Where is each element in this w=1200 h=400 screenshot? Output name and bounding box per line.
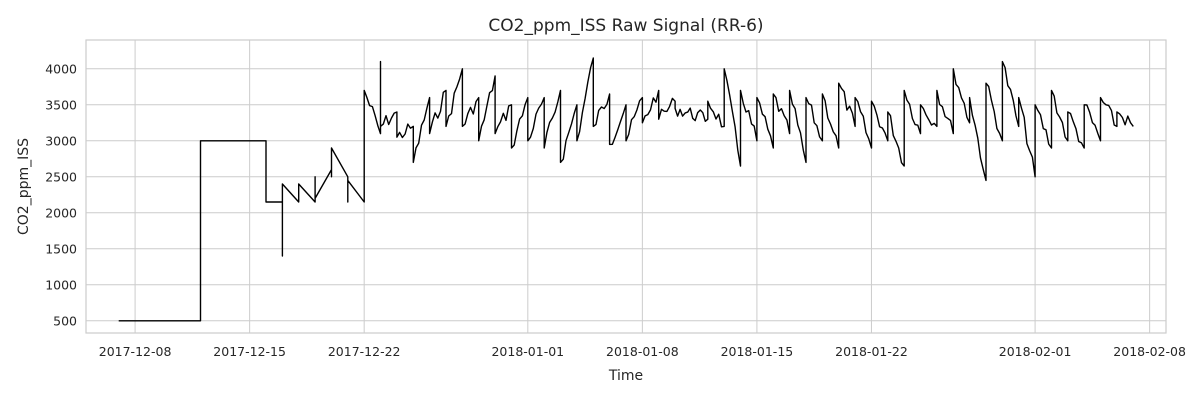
x-tick-label: 2018-01-15 bbox=[721, 344, 794, 359]
x-tick-label: 2018-01-01 bbox=[491, 344, 564, 359]
y-tick-label: 3000 bbox=[45, 133, 77, 148]
x-gridlines bbox=[134, 40, 1151, 333]
x-tick-label: 2017-12-15 bbox=[213, 344, 286, 359]
x-axis-label: Time bbox=[608, 368, 643, 384]
y-tick-label: 4000 bbox=[45, 61, 77, 76]
y-tick-labels: 500 1000 1500 2000 2500 3000 3500 4000 bbox=[45, 61, 77, 328]
y-tick-label: 2500 bbox=[45, 169, 77, 184]
x-tick-label: 2017-12-22 bbox=[328, 344, 401, 359]
chart-title: CO2_ppm_ISS Raw Signal (RR-6) bbox=[488, 16, 763, 36]
x-tick-label: 2018-01-08 bbox=[606, 344, 679, 359]
x-tick-label: 2018-02-08 bbox=[1113, 344, 1186, 359]
y-tick-label: 500 bbox=[53, 313, 77, 328]
plot-frame bbox=[85, 39, 1167, 334]
y-tick-label: 1000 bbox=[45, 277, 77, 292]
co2-series-line bbox=[118, 57, 1134, 322]
y-tick-label: 3500 bbox=[45, 97, 77, 112]
y-tick-label: 1500 bbox=[45, 241, 77, 256]
x-tick-label: 2018-01-22 bbox=[835, 344, 908, 359]
x-tick-label: 2018-02-01 bbox=[999, 344, 1072, 359]
x-tick-label: 2017-12-08 bbox=[99, 344, 172, 359]
y-axis-label: CO2_ppm_ISS bbox=[16, 138, 32, 235]
x-tick-labels: 2017-12-08 2017-12-15 2017-12-22 2018-01-01… bbox=[99, 344, 1186, 359]
y-tick-label: 2000 bbox=[45, 205, 77, 220]
